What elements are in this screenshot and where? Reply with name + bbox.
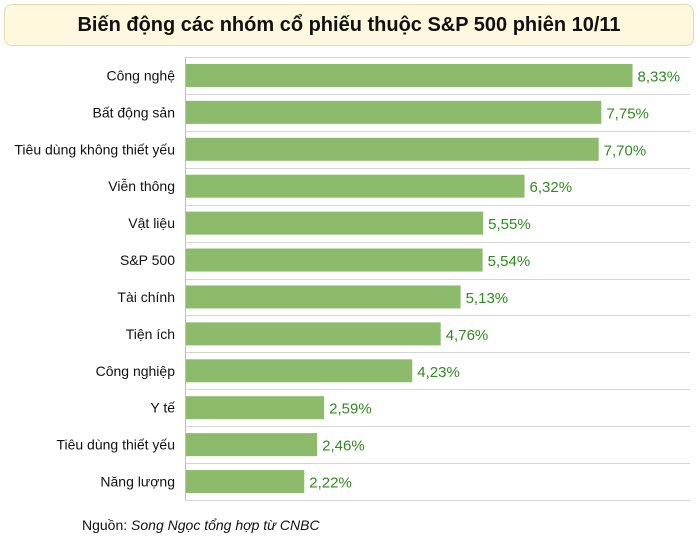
source-author: Song Ngọc tổng hợp từ CNBC — [131, 517, 320, 533]
value-label: 7,70% — [604, 142, 647, 159]
bar — [185, 137, 599, 161]
bar — [185, 285, 461, 309]
category-label: Năng lượng — [100, 474, 175, 490]
value-label: 6,32% — [530, 179, 573, 196]
value-label: 7,75% — [606, 105, 649, 122]
category-label: Y tế — [150, 400, 175, 416]
bar — [185, 63, 633, 87]
category-label: Viễn thông — [108, 178, 175, 194]
value-label: 2,59% — [329, 401, 372, 418]
bar — [185, 433, 318, 457]
category-label: Tiêu dùng không thiết yếu — [14, 141, 175, 157]
category-label: Công nghệ — [106, 67, 175, 83]
category-label: Công nghiệp — [96, 363, 176, 379]
value-label: 8,33% — [638, 68, 681, 85]
value-label: 4,76% — [446, 327, 489, 344]
chart-title-box: Biến động các nhóm cổ phiếu thuộc S&P 50… — [4, 4, 694, 46]
category-label: S&P 500 — [120, 252, 175, 268]
category-label: Tiện ích — [126, 326, 175, 342]
value-label: 4,23% — [417, 364, 460, 381]
source-prefix: Nguồn: — [82, 517, 132, 533]
bar — [185, 470, 305, 494]
value-label: 2,46% — [322, 438, 365, 455]
bar — [185, 100, 602, 124]
bar — [185, 359, 413, 383]
category-label: Bất động sản — [92, 104, 175, 120]
category-label: Vật liệu — [128, 215, 175, 231]
bar — [185, 322, 441, 346]
bar — [185, 248, 483, 272]
category-label: Tiêu dùng thiết yếu — [56, 437, 175, 453]
value-label: 2,22% — [309, 475, 352, 492]
value-label: 5,54% — [488, 253, 531, 270]
category-label: Tài chính — [117, 289, 175, 305]
bar — [185, 211, 484, 235]
bar — [185, 396, 325, 420]
source-note: Nguồn: Song Ngọc tổng hợp từ CNBC — [82, 517, 320, 533]
value-label: 5,55% — [488, 216, 531, 233]
bar — [185, 174, 525, 198]
value-label: 5,13% — [466, 290, 509, 307]
chart-title: Biến động các nhóm cổ phiếu thuộc S&P 50… — [77, 13, 621, 36]
